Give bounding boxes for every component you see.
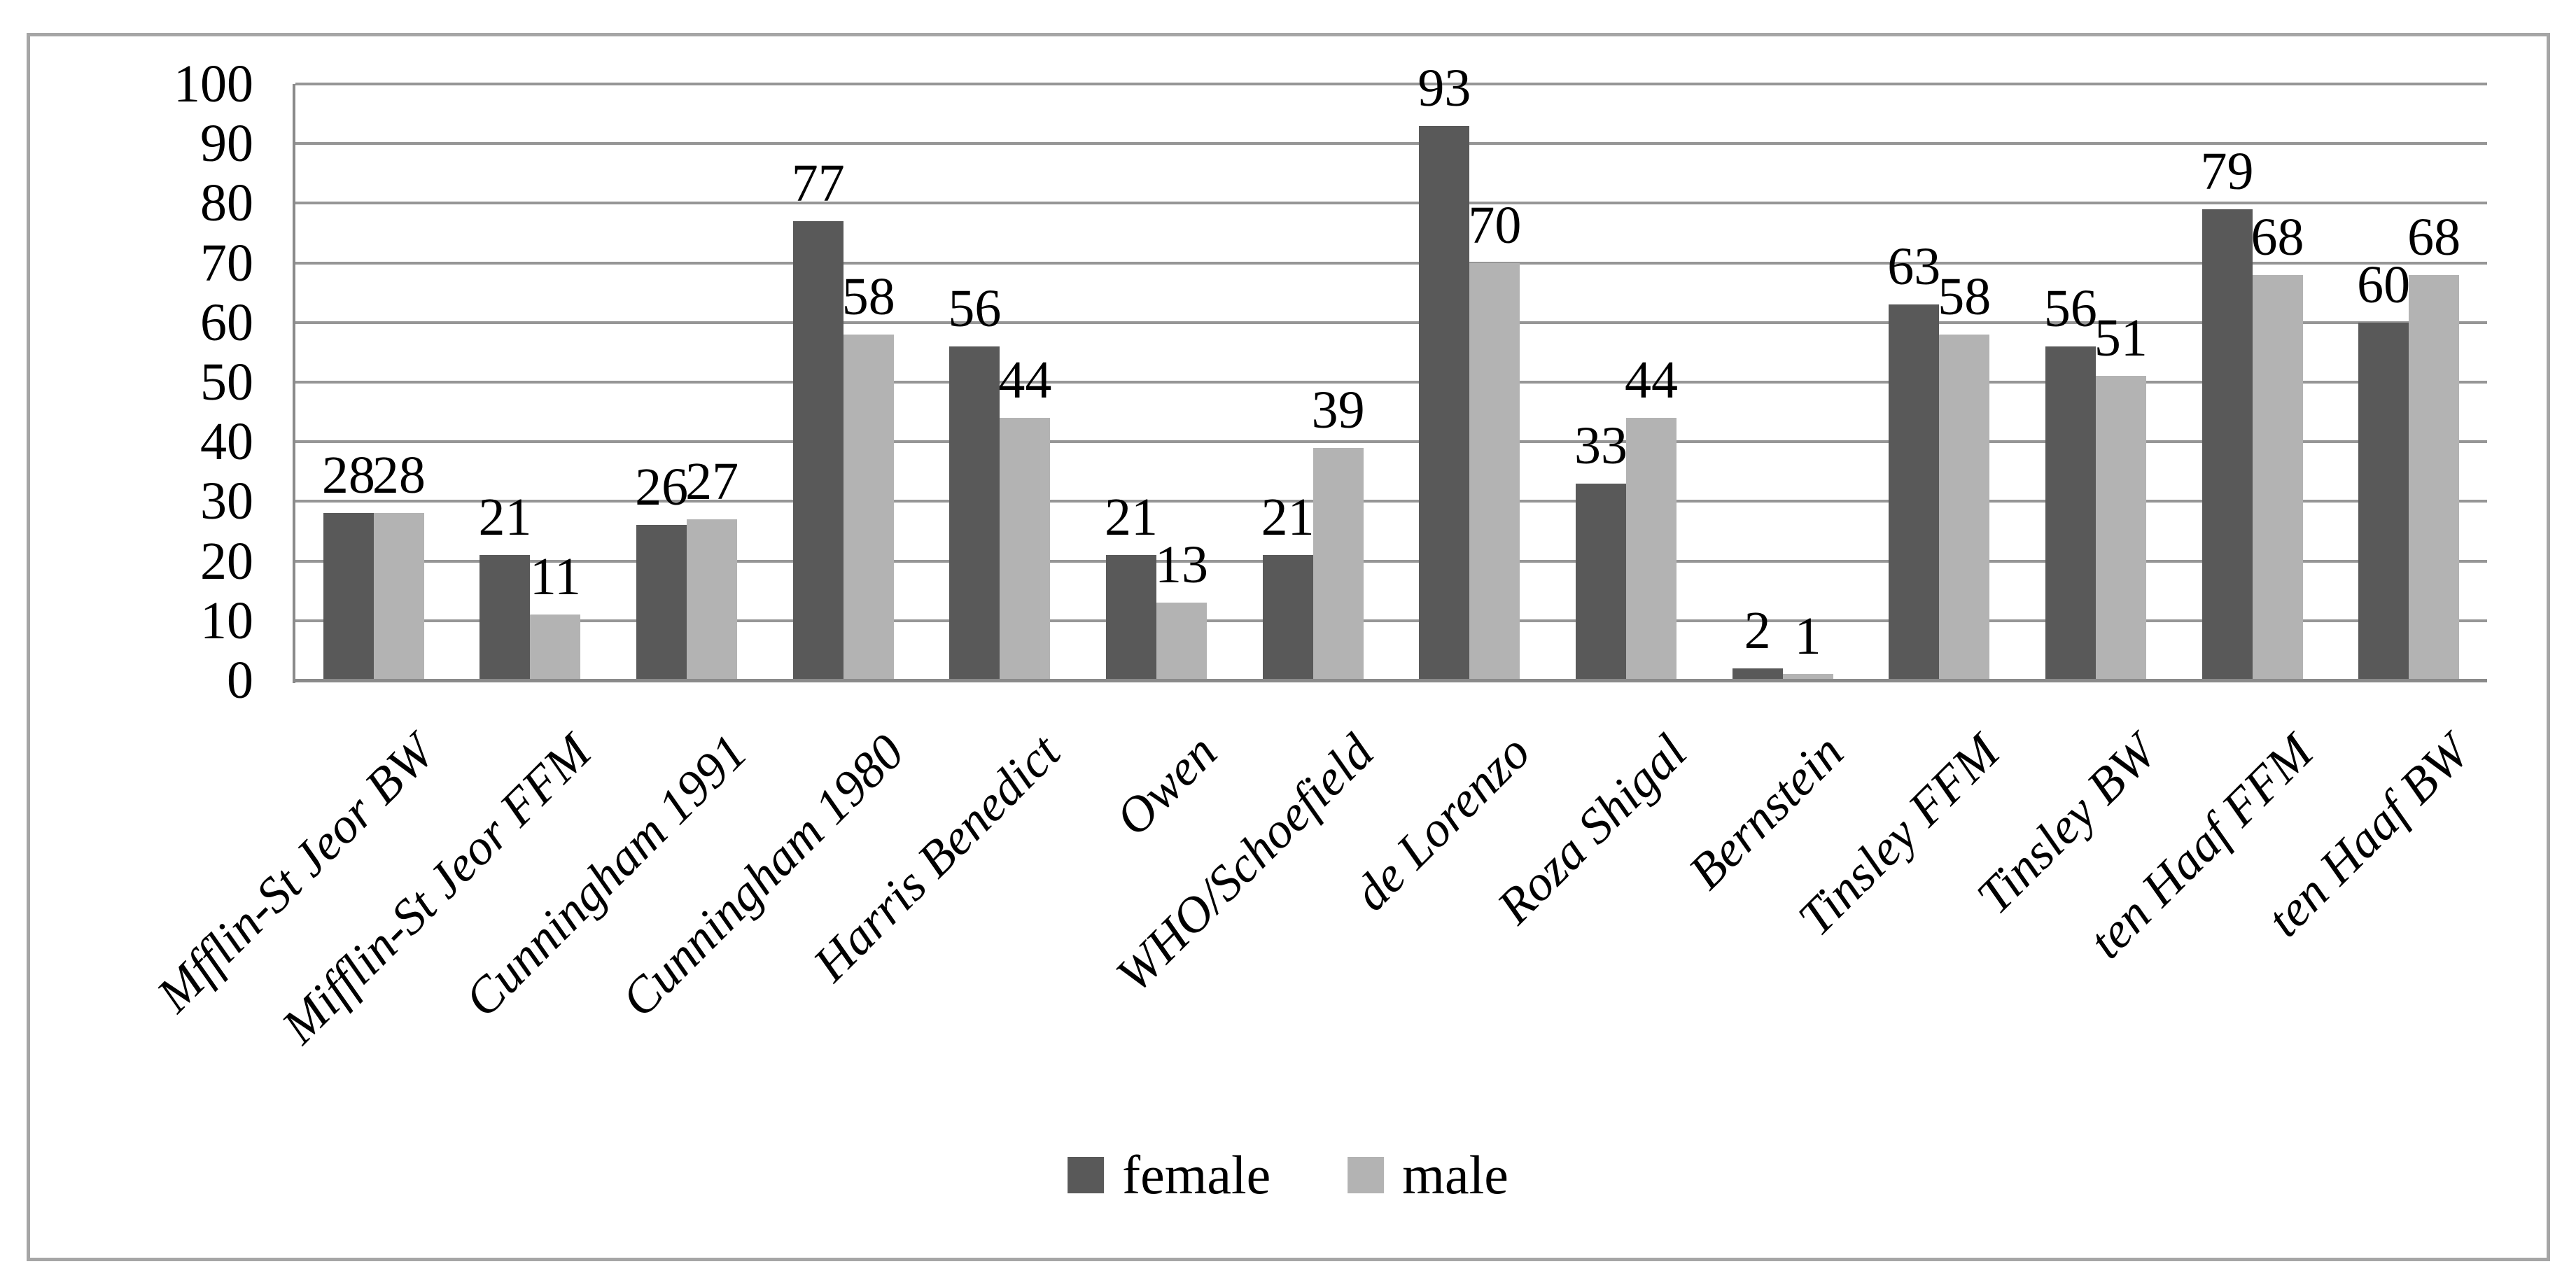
bar-female-8 bbox=[1575, 483, 1626, 680]
data-label-female-10: 63 bbox=[1887, 237, 1941, 297]
bar-male-11 bbox=[2095, 376, 2146, 680]
data-label-female-4: 56 bbox=[948, 279, 1002, 338]
data-label-female-2: 26 bbox=[635, 458, 689, 517]
bar-male-7 bbox=[1469, 262, 1520, 680]
y-tick-label-50: 50 bbox=[200, 353, 253, 412]
bar-male-5 bbox=[1156, 603, 1208, 680]
legend-swatch-female bbox=[1068, 1157, 1105, 1193]
bar-female-0 bbox=[323, 513, 374, 680]
data-label-female-8: 33 bbox=[1574, 416, 1628, 475]
bar-female-10 bbox=[1889, 304, 1940, 680]
gridline-80 bbox=[295, 202, 2487, 205]
data-label-male-6: 39 bbox=[1311, 380, 1365, 440]
y-tick-label-20: 20 bbox=[200, 531, 253, 591]
bar-female-1 bbox=[479, 555, 531, 680]
data-label-female-7: 93 bbox=[1418, 58, 1471, 118]
bar-male-4 bbox=[1000, 418, 1051, 680]
data-label-female-6: 21 bbox=[1261, 488, 1315, 547]
data-label-female-1: 21 bbox=[478, 488, 532, 547]
data-label-male-10: 58 bbox=[1938, 267, 1991, 326]
bar-female-6 bbox=[1262, 555, 1313, 680]
bar-male-1 bbox=[530, 615, 581, 680]
bar-male-13 bbox=[2409, 274, 2460, 680]
data-label-female-9: 2 bbox=[1744, 601, 1771, 660]
gridline-100 bbox=[295, 83, 2487, 85]
data-label-male-12: 68 bbox=[2250, 207, 2304, 267]
bar-female-5 bbox=[1106, 555, 1157, 680]
y-tick-label-10: 10 bbox=[200, 591, 253, 650]
y-tick-label-0: 0 bbox=[227, 651, 253, 710]
data-label-male-2: 27 bbox=[685, 451, 739, 511]
y-tick-label-80: 80 bbox=[200, 174, 253, 233]
data-label-male-4: 44 bbox=[998, 351, 1052, 410]
bar-female-3 bbox=[792, 220, 844, 680]
bar-male-10 bbox=[1939, 334, 1990, 680]
data-label-female-3: 77 bbox=[791, 153, 845, 213]
data-label-male-1: 11 bbox=[529, 547, 582, 607]
legend-item-female: female bbox=[1068, 1145, 1270, 1205]
bar-female-12 bbox=[2202, 209, 2253, 680]
y-tick-label-100: 100 bbox=[174, 55, 253, 113]
data-label-female-5: 21 bbox=[1105, 488, 1158, 547]
data-label-female-12: 79 bbox=[2200, 141, 2254, 201]
data-label-female-0: 28 bbox=[321, 446, 375, 505]
gridline-30 bbox=[295, 500, 2487, 503]
data-label-female-11: 56 bbox=[2043, 279, 2097, 338]
data-label-male-13: 68 bbox=[2407, 207, 2461, 267]
legend-label-female: female bbox=[1122, 1144, 1271, 1205]
bar-male-8 bbox=[1625, 418, 1676, 680]
y-tick-label-40: 40 bbox=[200, 412, 253, 472]
y-tick-label-60: 60 bbox=[200, 293, 253, 352]
data-label-male-0: 28 bbox=[372, 446, 426, 505]
x-axis-line bbox=[295, 679, 2487, 682]
gridline-50 bbox=[295, 381, 2487, 384]
gridline-70 bbox=[295, 261, 2487, 265]
bar-male-0 bbox=[373, 513, 424, 680]
y-tick-label-90: 90 bbox=[200, 114, 253, 174]
legend-swatch-male bbox=[1348, 1157, 1385, 1193]
data-label-male-8: 44 bbox=[1624, 351, 1678, 410]
gridline-40 bbox=[295, 440, 2487, 444]
legend-item-male: male bbox=[1348, 1145, 1508, 1205]
bar-female-4 bbox=[949, 346, 1000, 680]
bar-female-9 bbox=[1732, 668, 1783, 680]
bar-female-13 bbox=[2358, 322, 2409, 680]
legend: female male bbox=[1068, 1145, 1508, 1205]
bar-male-12 bbox=[2252, 274, 2303, 680]
data-label-male-11: 51 bbox=[2094, 309, 2148, 368]
y-tick-label-70: 70 bbox=[200, 233, 253, 293]
data-label-male-7: 70 bbox=[1468, 195, 1522, 255]
y-axis-line bbox=[293, 84, 295, 683]
gridline-10 bbox=[295, 619, 2487, 622]
bar-male-2 bbox=[687, 519, 738, 680]
gridline-90 bbox=[295, 142, 2487, 146]
legend-label-male: male bbox=[1402, 1144, 1508, 1205]
bar-male-3 bbox=[843, 334, 894, 680]
bar-female-2 bbox=[636, 525, 687, 680]
gridline-20 bbox=[295, 559, 2487, 563]
data-label-male-5: 13 bbox=[1155, 535, 1209, 595]
data-label-male-9: 1 bbox=[1794, 607, 1821, 666]
bar-male-9 bbox=[1782, 674, 1833, 680]
data-label-male-3: 58 bbox=[841, 267, 895, 326]
gridline-60 bbox=[295, 321, 2487, 324]
bar-female-7 bbox=[1419, 125, 1470, 680]
bar-male-6 bbox=[1312, 447, 1364, 680]
y-tick-label-30: 30 bbox=[200, 472, 253, 531]
data-label-female-13: 60 bbox=[2357, 255, 2411, 314]
bar-female-11 bbox=[2045, 346, 2096, 680]
